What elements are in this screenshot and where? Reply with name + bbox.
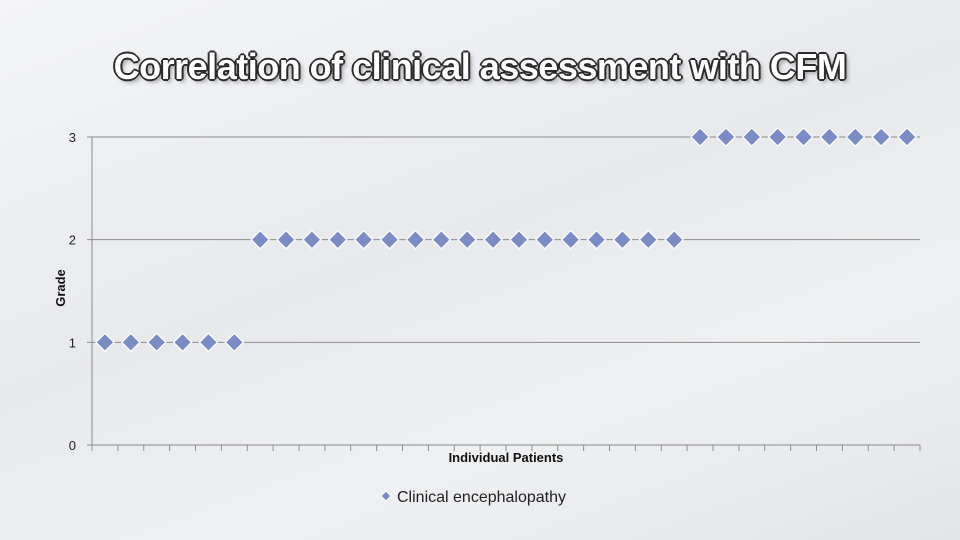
data-point [897, 127, 917, 147]
data-point [612, 229, 633, 250]
data-point [431, 229, 452, 250]
y-axis-title: Grade [53, 269, 68, 307]
data-point [586, 229, 607, 250]
y-tick-labels: 0 1 2 3 [69, 130, 76, 453]
data-point [509, 229, 529, 250]
data-point [534, 229, 555, 250]
data-point [302, 229, 322, 250]
data-point [690, 127, 710, 147]
data-point [845, 127, 866, 147]
data-point [716, 127, 736, 147]
data-point [379, 229, 400, 250]
data-point [767, 127, 788, 147]
data-point [250, 229, 271, 250]
data-point [741, 127, 762, 147]
data-point [457, 229, 478, 250]
y-tick-label: 3 [69, 130, 76, 145]
data-point [560, 229, 581, 250]
legend: Clinical encephalopathy [380, 489, 566, 506]
data-point [353, 229, 374, 250]
data-point [224, 332, 245, 353]
legend-label: Clinical encephalopathy [397, 489, 566, 506]
data-points [95, 127, 917, 353]
data-point [198, 332, 219, 353]
data-point [819, 127, 840, 147]
data-point [405, 229, 426, 250]
data-point [871, 127, 892, 147]
data-point [793, 127, 814, 147]
x-axis-title: Individual Patients [449, 450, 564, 465]
data-point [483, 229, 503, 250]
data-point [276, 229, 296, 250]
data-point [95, 332, 115, 353]
data-point [327, 229, 348, 250]
y-tick-label: 0 [69, 438, 76, 453]
y-tick-label: 1 [69, 335, 76, 350]
axes [87, 136, 921, 451]
data-point [120, 332, 141, 353]
data-point [146, 332, 167, 353]
gridlines [92, 136, 920, 343]
data-point [638, 229, 659, 250]
y-tick-label: 2 [69, 233, 76, 248]
slide-title: Correlation of clinical assessment with … [113, 46, 847, 87]
data-point [664, 229, 685, 250]
legend-marker [380, 490, 392, 502]
data-point [172, 332, 193, 353]
